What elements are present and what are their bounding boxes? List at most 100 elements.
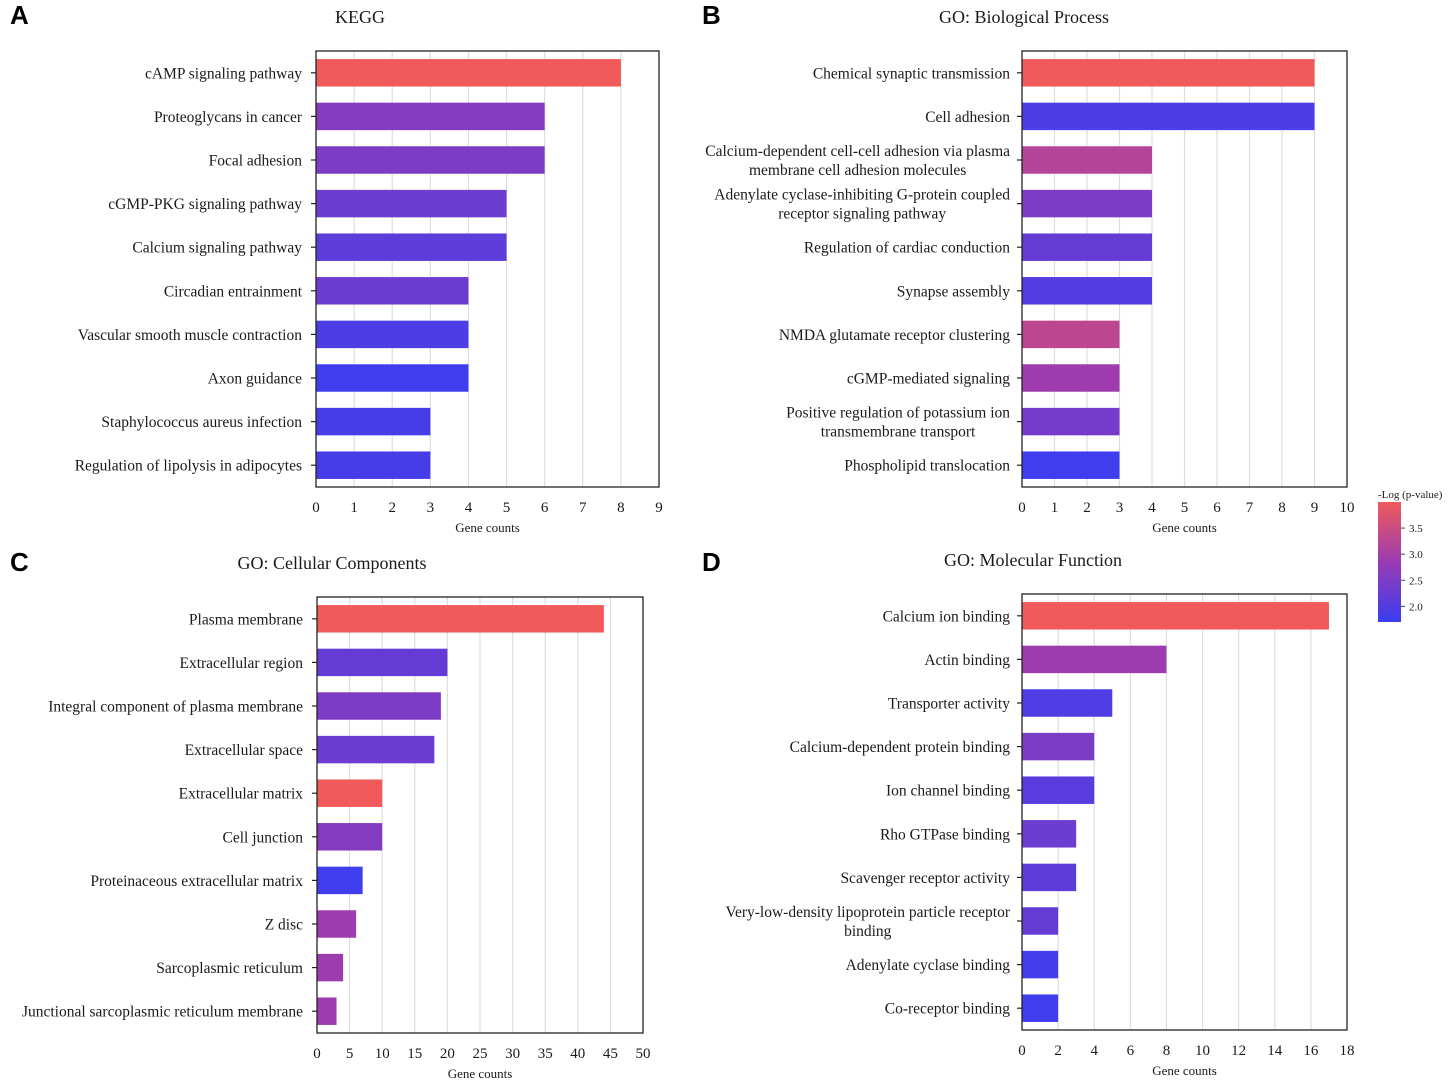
bar xyxy=(1022,451,1120,479)
category-label: Plasma membrane xyxy=(189,611,303,628)
plot-frame xyxy=(316,596,644,1034)
category-label: Transporter activity xyxy=(888,696,1010,713)
bar xyxy=(1022,776,1095,804)
bar xyxy=(1022,689,1113,717)
bar xyxy=(1022,645,1167,674)
x-tick-label: 5 xyxy=(503,500,511,516)
panel-go-cellular-components: C GO: Cellular Components Plasma membran… xyxy=(10,547,651,1081)
legend-tick-label: 3.0 xyxy=(1409,549,1423,561)
category-label: cAMP signaling pathway xyxy=(145,65,302,82)
category-label: Axon guidance xyxy=(208,371,302,388)
category-label: Vascular smooth muscle contraction xyxy=(78,327,303,344)
category-label: Co-receptor binding xyxy=(885,1001,1011,1018)
bar xyxy=(1022,732,1095,761)
panel-title: GO: Molecular Function xyxy=(944,550,1122,570)
category-label: Sarcoplasmic reticulum xyxy=(156,960,303,977)
category-label: Calcium-dependent protein binding xyxy=(790,739,1011,756)
bar xyxy=(1022,907,1059,935)
category-label: Scavenger receptor activity xyxy=(840,870,1010,887)
category-label: Chemical synaptic transmission xyxy=(813,65,1010,82)
panel-letter: B xyxy=(702,0,721,30)
bar xyxy=(317,953,344,982)
bar xyxy=(317,910,357,938)
x-tick-label: 6 xyxy=(1127,1043,1135,1059)
category-label: Synapse assembly xyxy=(897,283,1010,300)
category-label: Extracellular space xyxy=(185,742,303,759)
category-label: Actin binding xyxy=(924,652,1010,669)
bar xyxy=(317,648,448,677)
category-label: Proteoglycans in cancer xyxy=(154,109,303,126)
bar xyxy=(1022,146,1152,174)
x-axis-title: Gene counts xyxy=(1152,1063,1217,1078)
x-tick-label: 50 xyxy=(636,1046,651,1062)
panel-title: KEGG xyxy=(335,7,385,27)
x-tick-label: 20 xyxy=(440,1046,455,1062)
category-label: cGMP-mediated signaling xyxy=(847,371,1010,388)
category-label: Staphylococcus aureus infection xyxy=(101,414,302,431)
x-tick-label: 6 xyxy=(541,500,549,516)
x-tick-label: 16 xyxy=(1303,1043,1319,1059)
category-label: Adenylate cyclase-inhibiting G-protein c… xyxy=(714,187,1010,204)
category-label: Extracellular matrix xyxy=(179,786,304,803)
x-tick-label: 35 xyxy=(538,1046,553,1062)
panel-go-molecular-function: D GO: Molecular Function Calcium ion bin… xyxy=(702,547,1355,1078)
legend-tick-label: 3.5 xyxy=(1409,523,1423,535)
bar xyxy=(1022,407,1120,436)
bar xyxy=(1022,994,1059,1022)
bar xyxy=(1022,364,1120,392)
category-label: Calcium ion binding xyxy=(883,608,1011,625)
x-tick-label: 7 xyxy=(579,500,587,516)
legend-tick-label: 2.5 xyxy=(1409,575,1423,587)
x-tick-label: 14 xyxy=(1267,1043,1283,1059)
category-label: Positive regulation of potassium ion xyxy=(786,405,1010,422)
panel-title: GO: Cellular Components xyxy=(238,553,427,573)
bar xyxy=(317,866,363,895)
x-tick-label: 30 xyxy=(505,1046,520,1062)
bar xyxy=(316,233,507,261)
x-tick-label: 10 xyxy=(375,1046,390,1062)
bar xyxy=(316,451,431,479)
x-axis-title: Gene counts xyxy=(455,520,520,535)
x-tick-label: 0 xyxy=(1018,500,1026,516)
legend-title: -Log (p-value) xyxy=(1378,489,1443,501)
bar xyxy=(316,407,431,436)
x-tick-label: 0 xyxy=(312,500,320,516)
category-label: Cell junction xyxy=(222,829,303,846)
bar xyxy=(317,823,383,851)
category-label: receptor signaling pathway xyxy=(778,206,946,223)
bar xyxy=(1022,950,1059,979)
bar xyxy=(1022,59,1315,87)
x-tick-label: 5 xyxy=(1181,500,1189,516)
category-label: transmembrane transport xyxy=(821,424,976,441)
category-label: Z disc xyxy=(265,917,303,934)
x-tick-label: 8 xyxy=(1278,500,1286,516)
plot-frame xyxy=(315,50,660,488)
x-tick-label: 15 xyxy=(407,1046,422,1062)
category-label: Proteinaceous extracellular matrix xyxy=(90,873,303,890)
bar xyxy=(1022,233,1152,261)
category-label: Regulation of cardiac conduction xyxy=(804,240,1010,257)
plot-frame xyxy=(1021,593,1348,1031)
x-tick-label: 10 xyxy=(1340,500,1355,516)
bar xyxy=(1022,277,1152,305)
x-tick-label: 25 xyxy=(473,1046,488,1062)
panel-go-biological-process: B GO: Biological Process Chemical synapt… xyxy=(702,0,1355,535)
category-label: cGMP-PKG signaling pathway xyxy=(108,196,302,213)
x-tick-label: 8 xyxy=(1163,1043,1171,1059)
bar xyxy=(1022,602,1329,630)
x-tick-label: 45 xyxy=(603,1046,618,1062)
category-label: Cell adhesion xyxy=(925,109,1010,126)
bar xyxy=(317,997,337,1025)
panel-letter: D xyxy=(702,547,721,577)
category-label: Calcium-dependent cell-cell adhesion via… xyxy=(705,143,1010,160)
category-label: Focal adhesion xyxy=(209,153,303,170)
category-label: Very-low-density lipoprotein particle re… xyxy=(726,904,1011,921)
panel-kegg: A KEGG cAMP signaling pathway Proteoglyca… xyxy=(10,0,663,535)
x-tick-label: 4 xyxy=(1148,500,1156,516)
x-tick-label: 18 xyxy=(1340,1043,1355,1059)
x-tick-label: 6 xyxy=(1213,500,1221,516)
x-tick-label: 1 xyxy=(350,500,358,516)
x-tick-label: 3 xyxy=(427,500,435,516)
bar xyxy=(1022,320,1120,349)
